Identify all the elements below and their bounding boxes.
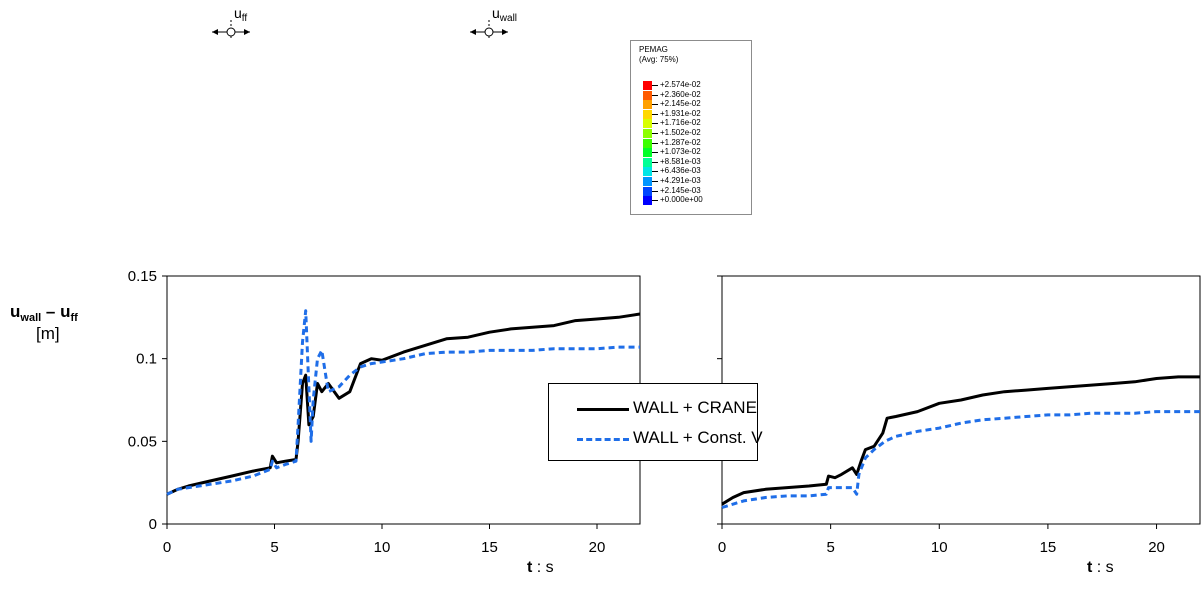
legend-label: WALL + CRANE <box>633 398 757 417</box>
contour-tick <box>652 190 658 192</box>
contour-legend-row: +2.360e-02 <box>643 89 753 100</box>
contour-color-swatch <box>643 119 652 129</box>
contour-tick <box>652 142 658 144</box>
contour-color-swatch <box>643 196 652 206</box>
contour-value: +1.716e-02 <box>660 118 701 128</box>
x-tick-label: 0 <box>718 539 726 556</box>
contour-legend-row: +4.291e-03 <box>643 176 753 186</box>
x-axis-label: t : s <box>527 559 554 576</box>
contour-value: +2.360e-02 <box>660 89 701 99</box>
contour-legend-row: +6.436e-03 <box>643 166 753 177</box>
contour-value: +1.502e-02 <box>660 128 701 137</box>
contour-value: +4.291e-03 <box>660 176 701 185</box>
contour-legend-row: +0.000e+00 <box>643 195 753 206</box>
contour-legend-row: +1.716e-02 <box>643 118 753 129</box>
x-axis-label: t : s <box>1087 559 1114 576</box>
contour-legend-row: +1.287e-02 <box>643 137 753 148</box>
contour-value: +0.000e+00 <box>660 195 703 205</box>
y-axis-unit: [m] <box>36 324 60 343</box>
x-tick-label: 15 <box>1040 539 1057 556</box>
y-tick-label: 0.15 <box>128 268 157 285</box>
contour-value: +2.145e-03 <box>660 185 701 195</box>
contour-legend-row: +2.145e-03 <box>643 185 753 196</box>
contour-legend-row: +1.502e-02 <box>643 128 753 138</box>
contour-color-swatch <box>643 138 652 148</box>
legend-item-crane: WALL + CRANE <box>549 394 759 424</box>
contour-legend-row: +2.145e-02 <box>643 99 753 110</box>
u-wall-label: uwall <box>492 5 518 24</box>
contour-tick <box>652 113 658 115</box>
contour-color-swatch <box>643 109 652 119</box>
contour-legend-row: +2.574e-02 <box>643 80 753 90</box>
contour-value: +1.931e-02 <box>660 108 701 118</box>
plot-legend: WALL + CRANE WALL + Const. V <box>548 383 763 461</box>
contour-color-swatch <box>643 167 652 177</box>
contour-tick <box>652 181 658 182</box>
x-tick-label: 15 <box>481 539 498 556</box>
series-line-wall-crane <box>166 312 641 496</box>
contour-tick <box>652 161 658 163</box>
legend-item-const-v: WALL + Const. V <box>549 424 763 454</box>
contour-value: +1.287e-02 <box>660 137 701 147</box>
x-tick-label: 20 <box>1148 539 1165 556</box>
contour-color-swatch <box>643 148 652 158</box>
x-tick-label: 10 <box>931 539 948 556</box>
contour-tick <box>652 123 658 125</box>
contour-color-swatch <box>643 129 652 138</box>
contour-value: +2.574e-02 <box>660 80 701 89</box>
contour-color-swatch <box>643 186 652 196</box>
x-tick-label: 20 <box>589 539 606 556</box>
legend-swatch-solid <box>577 408 629 411</box>
probe-arrow-icon <box>470 20 508 40</box>
x-tick-label: 0 <box>163 539 171 556</box>
contour-tick <box>652 200 658 202</box>
contour-legend-subtitle: (Avg: 75%) <box>639 55 679 64</box>
contour-tick <box>652 133 658 134</box>
y-tick-label: 0.1 <box>136 351 157 368</box>
contour-color-swatch <box>643 100 652 110</box>
contour-tick <box>652 152 658 154</box>
series-line-wall-const-v <box>166 309 640 496</box>
contour-color-swatch <box>643 90 652 100</box>
contour-color-swatch <box>643 177 652 186</box>
series-line-wall-crane <box>721 375 1200 506</box>
y-tick-label: 0 <box>149 516 157 533</box>
contour-value: +6.436e-03 <box>660 166 701 176</box>
contour-legend: PEMAG (Avg: 75%) +2.574e-02 +2.360e-02 +2.… <box>630 40 752 215</box>
contour-value: +8.581e-03 <box>660 156 701 166</box>
legend-label: WALL + Const. V <box>633 428 763 447</box>
contour-tick <box>652 94 658 96</box>
contour-color-swatch <box>643 81 652 90</box>
series-line-wall-const-v <box>721 410 1200 509</box>
contour-legend-row: +1.931e-02 <box>643 108 753 119</box>
contour-color-swatch <box>643 157 652 167</box>
y-axis-label: uwall – uff <box>10 302 78 324</box>
contour-value: +2.145e-02 <box>660 99 701 109</box>
x-tick-label: 5 <box>270 539 278 556</box>
contour-value: +1.073e-02 <box>660 147 701 157</box>
u-wall-symbol: uwall <box>468 4 548 40</box>
contour-legend-row: +1.073e-02 <box>643 147 753 158</box>
contour-legend-row: +8.581e-03 <box>643 156 753 167</box>
probe-arrow-icon <box>212 20 250 40</box>
legend-swatch-dashed <box>577 438 629 441</box>
x-tick-label: 10 <box>374 539 391 556</box>
u-ff-label: uff <box>234 5 248 24</box>
contour-tick <box>652 104 658 106</box>
contour-tick <box>652 171 658 173</box>
u-ff-symbol: uff <box>210 4 270 40</box>
contour-legend-title: PEMAG <box>639 45 668 54</box>
contour-tick <box>652 85 658 86</box>
y-tick-label: 0.05 <box>128 433 157 450</box>
x-tick-label: 5 <box>826 539 834 556</box>
